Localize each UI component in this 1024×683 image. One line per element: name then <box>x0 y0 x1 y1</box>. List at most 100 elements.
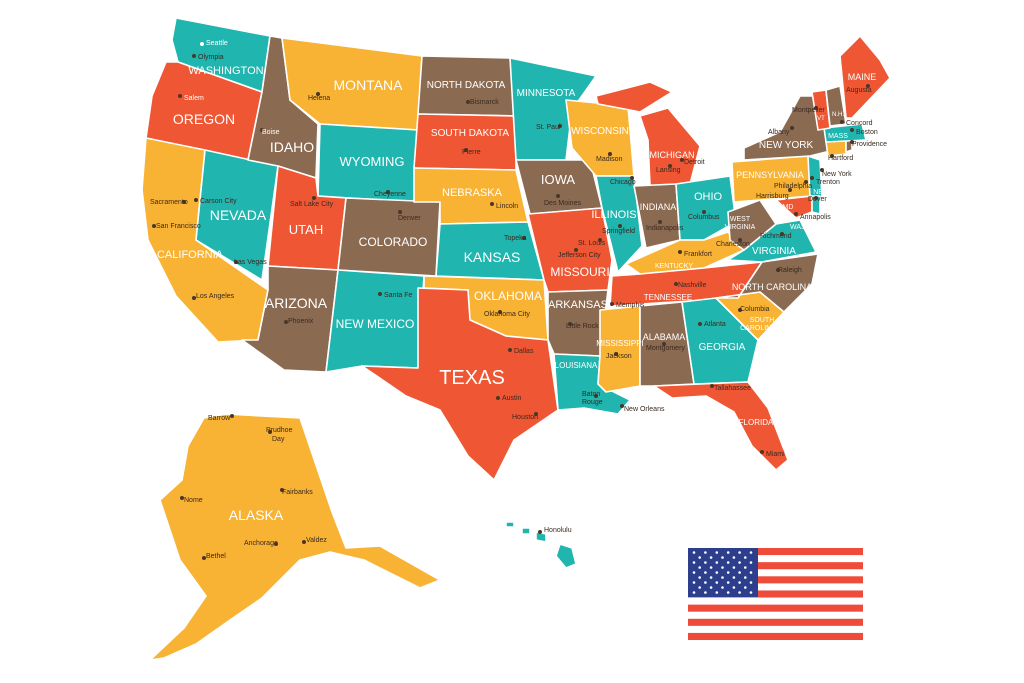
city-topeka: Topeka <box>504 235 527 242</box>
state-hawaii-3[interactable] <box>521 527 531 535</box>
city-chicago: Chicago <box>610 179 636 186</box>
label-michigan: MICHIGAN <box>650 150 695 160</box>
city-harrisburg: Harrisburg <box>756 193 789 200</box>
label-alaska: ALASKA <box>229 507 284 523</box>
label-utah: UTAH <box>289 222 323 237</box>
state-alaska[interactable] <box>149 413 441 661</box>
state-south-dakota[interactable] <box>413 113 517 171</box>
label-florida: FLORIDA <box>739 418 774 427</box>
flag-star <box>704 551 707 554</box>
label-iowa: IOWA <box>541 172 576 187</box>
city-honolulu: Honolulu <box>544 527 572 534</box>
flag-star <box>738 581 741 584</box>
flag-star <box>692 561 696 564</box>
label-arizona: ARIZONA <box>265 295 328 311</box>
state-maine[interactable] <box>839 35 891 119</box>
label-nebraska: NEBRASKA <box>442 187 503 199</box>
flag-red-stripe <box>688 576 863 584</box>
flag-star <box>726 561 730 564</box>
state-florida[interactable] <box>653 381 789 471</box>
state-michigan[interactable] <box>639 107 701 187</box>
city-boise: Boise <box>262 129 280 136</box>
label-rhode-island: R.I. <box>855 153 866 160</box>
city-montpelier: Montpelier <box>792 107 825 114</box>
flag-red-stripe <box>688 604 863 612</box>
state-georgia[interactable] <box>681 297 759 385</box>
city-trenton: Trenton <box>816 179 840 186</box>
state-ohio[interactable] <box>675 175 737 241</box>
label-south-dakota: SOUTH DAKOTA <box>431 128 509 139</box>
city-frankfort: Frankfort <box>684 251 712 258</box>
city-prudhoe-2: Day <box>272 436 285 443</box>
city-annapolis: Annapolis <box>800 214 831 221</box>
label-oklahoma: OKLAHOMA <box>474 289 542 303</box>
state-massachusetts[interactable] <box>823 123 867 143</box>
state-texas[interactable] <box>361 287 559 481</box>
city-columbia: Columbia <box>740 306 770 313</box>
flag-star <box>704 561 707 564</box>
state-hawaii-4[interactable] <box>505 521 515 528</box>
state-hawaii-2[interactable] <box>535 531 547 543</box>
flag-star <box>721 576 724 579</box>
city-san-francisco: San Francisco <box>156 223 201 230</box>
city-oklahoma-city: Oklahoma City <box>484 311 530 318</box>
label-south-carolina-2: CAROLINA <box>740 325 776 332</box>
state-michigan-up[interactable] <box>595 81 673 113</box>
state-vermont[interactable] <box>811 89 831 131</box>
flag-canton <box>688 548 758 597</box>
flag-star <box>715 581 719 584</box>
label-north-carolina: NORTH CAROLINA <box>732 282 812 292</box>
label-nevada: NEVADA <box>210 207 267 223</box>
state-new-hampshire[interactable] <box>825 85 847 127</box>
city-charleston: Charleston <box>716 241 750 248</box>
label-louisiana: LOUISIANA <box>555 361 598 370</box>
city-jackson: Jackson <box>606 353 632 360</box>
flag-star <box>744 576 747 579</box>
flag-star <box>715 591 719 594</box>
state-mississippi[interactable] <box>597 305 641 393</box>
city-olympia: Olympia <box>198 54 224 61</box>
flag-star <box>692 551 696 554</box>
city-albany: Albany <box>768 129 790 136</box>
state-west-virginia[interactable] <box>727 199 777 251</box>
flag-star <box>709 556 713 559</box>
label-pennsylvania: PENNSYLVANIA <box>736 170 804 180</box>
label-new-mexico: NEW MEXICO <box>336 317 415 331</box>
flag-star <box>738 561 741 564</box>
city-nashville: Nashville <box>678 282 707 289</box>
flag-star <box>721 586 724 589</box>
label-connecticut: CONN. <box>847 163 870 170</box>
city-seattle: Seattle <box>206 40 228 47</box>
city-miami: Miami <box>766 451 785 458</box>
flag-stars <box>692 551 753 594</box>
label-new-hampshire: N.H. <box>832 112 844 118</box>
state-delaware[interactable] <box>811 195 821 215</box>
label-oregon: OREGON <box>173 111 235 127</box>
city-lincoln: Lincoln <box>496 203 518 210</box>
state-illinois[interactable] <box>595 175 643 273</box>
state-hawaii-1[interactable] <box>555 543 577 569</box>
city-st-louis: St. Louis <box>578 240 606 247</box>
city-austin: Austin <box>502 395 522 402</box>
city-tallahassee: Tallahassee <box>714 385 751 392</box>
state-minnesota[interactable] <box>509 57 597 161</box>
city-new-york: New York <box>822 171 852 178</box>
city-salt-lake-city: Salt Lake City <box>290 201 334 208</box>
label-tennessee: TENNESSEE <box>644 293 692 302</box>
flag-star <box>698 556 701 559</box>
state-new-jersey[interactable] <box>807 155 823 199</box>
label-wyoming: WYOMING <box>340 154 405 169</box>
label-wisconsin: WISCONSIN <box>571 126 629 137</box>
flag-red-stripe <box>688 562 863 570</box>
city-houston: Houston <box>512 414 538 421</box>
flag-star <box>704 581 707 584</box>
city-anchorage: Anchorage <box>244 540 278 547</box>
flag-star <box>749 581 753 584</box>
label-new-york: NEW YORK <box>759 140 814 151</box>
city-valdez: Valdez <box>306 537 327 544</box>
city-salem: Salem <box>184 95 204 102</box>
label-hawaii: HAWAII <box>568 541 592 548</box>
city-bismarck: Bismarck <box>470 99 499 106</box>
label-montana: MONTANA <box>334 77 404 93</box>
city-springfield: Springfield <box>602 228 635 235</box>
